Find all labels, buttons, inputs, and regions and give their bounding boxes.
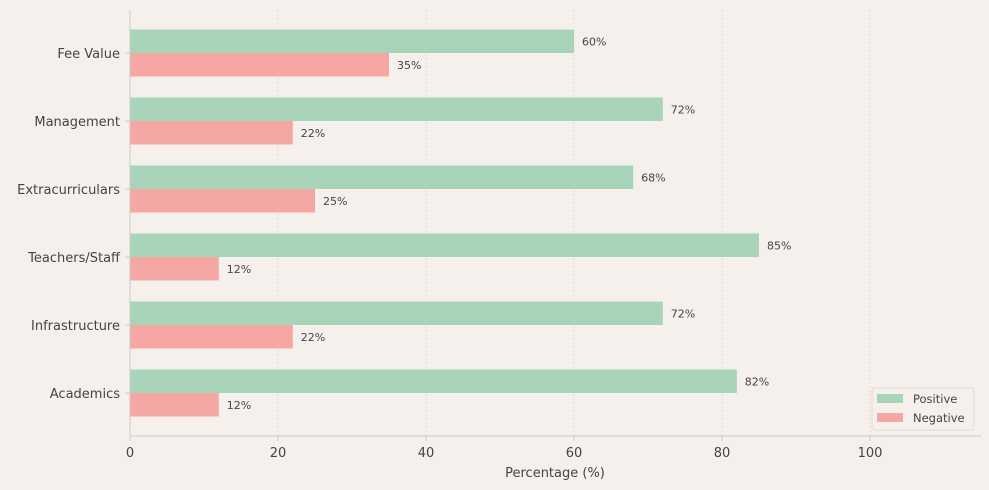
data-label-negative-fee-value: 35% [397,59,421,72]
bar-negative-academics [130,393,219,417]
bar-positive-infrastructure [130,301,663,325]
x-tick-label-40: 40 [418,446,435,461]
bar-negative-infrastructure [130,325,293,349]
data-label-negative-academics: 12% [227,399,251,412]
data-label-positive-management: 72% [671,103,695,116]
data-label-negative-management: 22% [301,127,325,140]
data-label-negative-teachers-staff: 12% [227,263,251,276]
bar-negative-fee-value [130,53,389,77]
x-tick-label-60: 60 [566,446,583,461]
bar-negative-management [130,121,293,145]
bars-group [130,29,759,417]
y-tick-label-infrastructure: Infrastructure [31,319,120,334]
y-tick-label-academics: Academics [50,387,120,402]
x-tick-label-80: 80 [714,446,731,461]
data-label-positive-academics: 82% [745,375,769,388]
data-label-positive-fee-value: 60% [582,35,606,48]
bar-negative-extracurriculars [130,189,315,213]
legend-swatch-positive [877,394,903,403]
data-label-negative-infrastructure: 22% [301,331,325,344]
bar-positive-management [130,97,663,121]
x-tick-label-100: 100 [858,446,883,461]
x-tick-label-20: 20 [270,446,287,461]
x-axis-title: Percentage (%) [505,466,605,481]
bar-positive-fee-value [130,29,574,53]
y-tick-label-fee-value: Fee Value [57,47,120,62]
data-label-positive-teachers-staff: 85% [767,239,791,252]
data-label-positive-extracurriculars: 68% [641,171,665,184]
bar-positive-extracurriculars [130,165,634,189]
legend-label-positive: Positive [913,392,957,406]
legend-swatch-negative [877,413,903,422]
legend: Positive Negative [871,387,975,431]
bar-positive-academics [130,369,737,393]
x-tick-label-0: 0 [126,446,134,461]
y-tick-label-management: Management [34,115,120,130]
bar-positive-teachers-staff [130,233,759,257]
data-label-negative-extracurriculars: 25% [323,195,347,208]
y-tick-label-teachers-staff: Teachers/Staff [27,251,121,266]
bar-negative-teachers-staff [130,257,219,281]
y-tick-label-extracurriculars: Extracurriculars [17,183,120,198]
data-labels-group: 60% 35% 72% 22% 68% 25% 85% 12% 72% 22% 82% 12% [227,35,792,412]
data-label-positive-infrastructure: 72% [671,307,695,320]
grid-lines [277,10,871,436]
axes-group: 0 20 40 60 80 100 Fee Value Management Extracurr… [17,10,981,461]
legend-label-negative: Negative [913,411,965,425]
